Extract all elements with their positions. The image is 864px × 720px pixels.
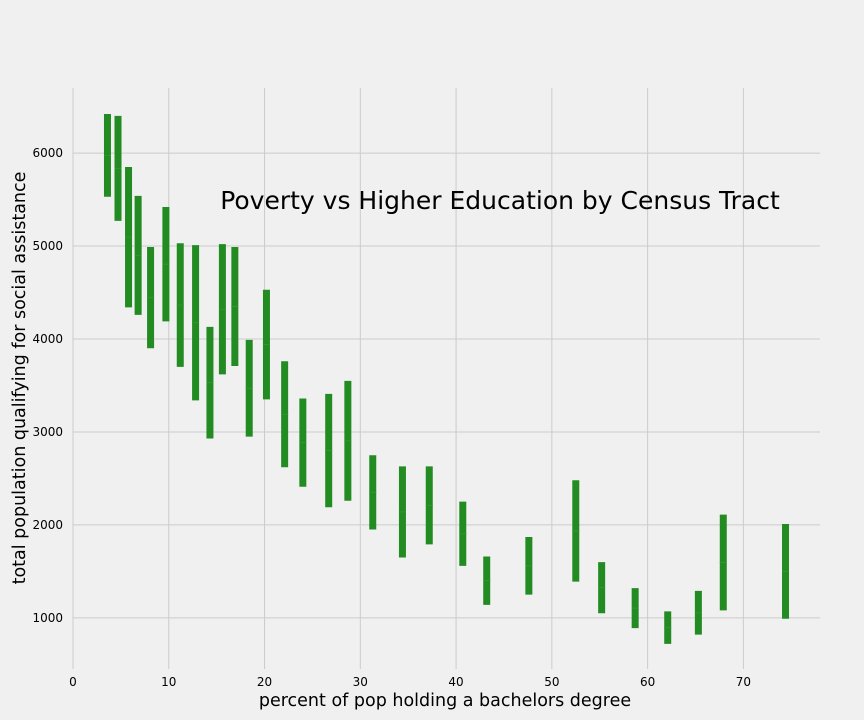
x-tick-labels: 0 10 20 30 40 50 60 70 xyxy=(69,675,751,689)
x-tick-label: 10 xyxy=(161,675,176,689)
y-tick-label: 2000 xyxy=(32,518,63,532)
chart-title: Poverty vs Higher Education by Census Tr… xyxy=(220,186,780,215)
x-tick-label: 60 xyxy=(640,675,655,689)
y-tick-label: 3000 xyxy=(32,425,63,439)
y-tick-labels: 1000 2000 3000 4000 5000 6000 xyxy=(32,146,63,625)
x-tick-label: 50 xyxy=(544,675,559,689)
x-tick-label: 70 xyxy=(736,675,751,689)
y-tick-label: 5000 xyxy=(32,239,63,253)
y-tick-label: 1000 xyxy=(32,611,63,625)
x-tick-label: 0 xyxy=(69,675,77,689)
x-tick-label: 40 xyxy=(448,675,463,689)
grid-lines xyxy=(72,88,820,669)
y-axis-label: total population qualifying for social a… xyxy=(10,172,30,585)
x-axis-label: percent of pop holding a bachelors degre… xyxy=(259,691,631,711)
x-tick-label: 30 xyxy=(353,675,368,689)
x-tick-label: 20 xyxy=(257,675,272,689)
y-tick-label: 4000 xyxy=(32,332,63,346)
y-tick-label: 6000 xyxy=(32,146,63,160)
error-bars xyxy=(103,114,790,644)
